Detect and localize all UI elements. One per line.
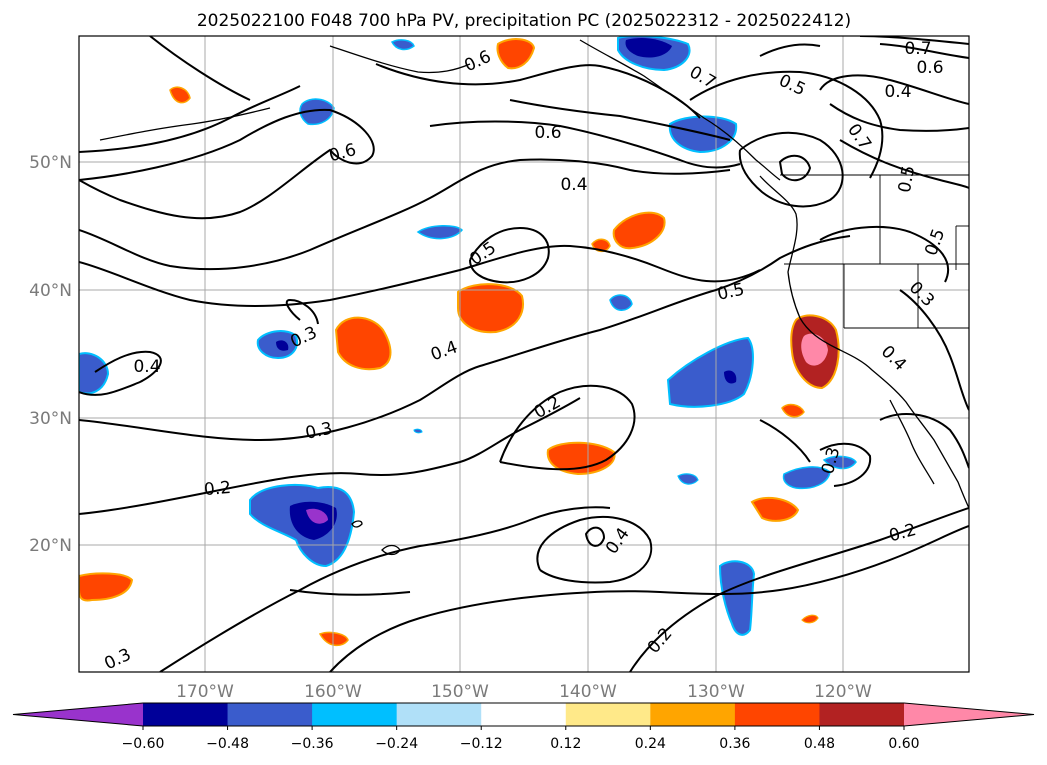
colorbar-segment (734, 703, 820, 726)
colorbar-extend-min (13, 703, 143, 726)
colorbar-tick-label: 0.36 (719, 736, 750, 752)
colorbar-tick-label: 0.24 (635, 736, 666, 752)
colorbar-tick-label: −0.60 (122, 736, 165, 752)
contour-label: 0.2 (203, 478, 232, 500)
contour-label: 0.4 (560, 175, 587, 195)
map-title: 2025022100 F048 700 hPa PV, precipitatio… (197, 11, 851, 31)
map-frame (78, 35, 970, 673)
map-panel: 0.7 0.6 0.6 0.7 0.5 0.6 0.4 0.6 0.7 0.4 … (79, 36, 969, 672)
lon-label: 160°W (304, 682, 362, 702)
latitude-labels: 50°N 40°N 30°N 20°N (29, 153, 72, 556)
colorbar: −0.60 −0.48 −0.36 −0.24 −0.12 0.12 0.24 0.36 0.4… (12, 702, 1035, 752)
colorbar-segment (396, 703, 482, 726)
lon-label: 140°W (559, 682, 617, 702)
colorbar-tick-label: −0.24 (375, 736, 418, 752)
colorbar-segment (312, 703, 398, 726)
colorbar-segment (650, 703, 736, 726)
contour-label: 0.6 (534, 123, 561, 143)
colorbar-tick-label: −0.36 (291, 736, 334, 752)
colorbar-segment (819, 703, 905, 726)
lon-label: 150°W (431, 682, 489, 702)
lat-label: 30°N (29, 409, 72, 429)
contour-label: 0.7 (904, 39, 931, 59)
longitude-labels: 170°W 160°W 150°W 140°W 130°W 120°W (176, 682, 872, 702)
contour-label: 0.6 (916, 58, 943, 78)
colorbar-tick-label: 0.12 (550, 736, 581, 752)
coastlines (99, 39, 969, 556)
colorbar-tick-label: 0.60 (888, 736, 919, 752)
pv-contours (79, 36, 969, 672)
lon-label: 120°W (814, 682, 872, 702)
colorbar-segment (565, 703, 651, 726)
colorbar-tick-label: 0.48 (804, 736, 835, 752)
precipitation-fill (79, 36, 857, 647)
colorbar-extend-max (904, 703, 1034, 726)
colorbar-segment (143, 703, 229, 726)
contour-label: 0.4 (133, 357, 160, 377)
borders (780, 174, 969, 329)
lon-label: 170°W (176, 682, 234, 702)
contour-label: 0.5 (895, 164, 919, 194)
contour-label: 0.4 (884, 82, 911, 102)
lon-label: 130°W (687, 682, 745, 702)
colorbar-tick-label: −0.12 (460, 736, 503, 752)
lat-label: 50°N (29, 153, 72, 173)
colorbar-segment (227, 703, 313, 726)
lat-label: 20°N (29, 536, 72, 556)
colorbar-tick-label: −0.48 (206, 736, 249, 752)
colorbar-segment (481, 703, 567, 726)
lat-label: 40°N (29, 281, 72, 301)
